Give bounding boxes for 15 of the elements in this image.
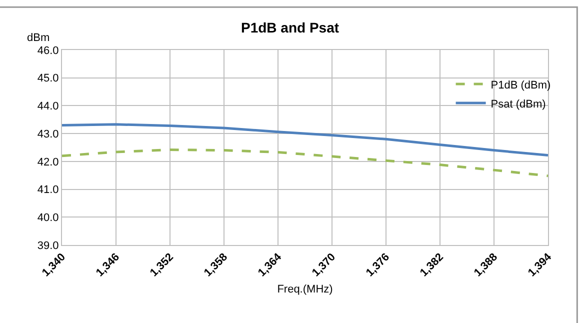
y-tick-label: 43.0	[37, 128, 59, 140]
x-axis-title: Freq.(MHz)	[277, 283, 333, 296]
legend-label: Psat (dBm)	[490, 98, 546, 110]
line-series	[62, 148, 548, 178]
y-tick-label: 44.0	[37, 100, 59, 113]
legend-label: P1dB (dBm)	[490, 79, 551, 92]
y-tick-label: 41.0	[37, 184, 59, 196]
chart-title: P1dB and Psat	[240, 19, 340, 36]
y-tick-label: 40.0	[37, 212, 59, 224]
y-tick-label: 39.0	[37, 240, 59, 252]
y-tick-label: 46.0	[37, 44, 59, 57]
line-series	[62, 123, 548, 157]
y-tick-label: 42.0	[37, 156, 59, 168]
y-axis-title: dBm	[27, 32, 50, 44]
y-tick-label: 45.0	[37, 72, 59, 85]
